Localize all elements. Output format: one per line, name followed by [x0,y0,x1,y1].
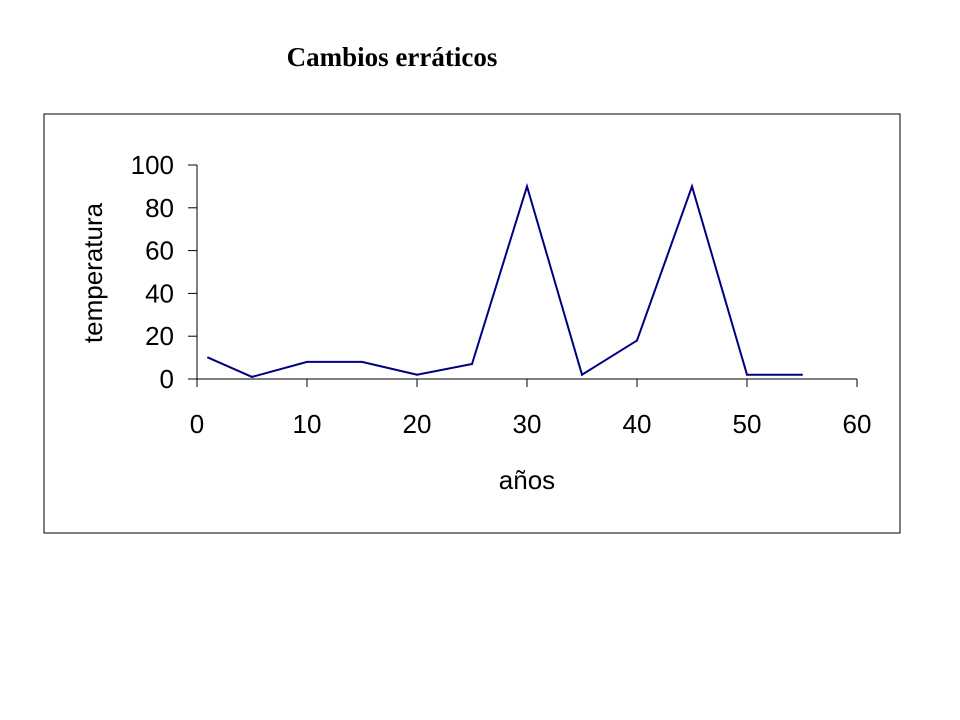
data-point [746,373,748,376]
x-tick-label: 60 [843,409,872,439]
x-tick-label: 0 [190,409,204,439]
data-point [691,185,693,188]
data-point [526,185,528,188]
data-point [207,356,209,359]
data-point [636,339,638,342]
x-tick-label: 50 [733,409,762,439]
x-tick-label: 40 [623,409,652,439]
y-axis-title: temperatura [78,202,108,343]
chart-frame [43,113,901,534]
y-tick-label: 20 [145,321,174,351]
y-axis: 0 20 40 60 80 100 [131,150,198,394]
x-axis: 0 10 20 30 40 50 60 [190,378,872,439]
x-axis-title: años [499,465,555,495]
y-tick-label: 100 [131,150,174,180]
data-point [471,363,473,366]
y-tick-label: 40 [145,278,174,308]
y-tick-label: 80 [145,193,174,223]
data-point [416,373,418,376]
series-line [207,182,802,378]
slide-title: Cambios erráticos [286,42,498,72]
y-tick-label: 0 [160,364,174,394]
plot-area [207,182,803,378]
y-tick-label: 60 [145,236,174,266]
x-tick-label: 20 [403,409,432,439]
data-point [361,360,363,363]
data-point [306,360,308,363]
x-tick-label: 10 [293,409,322,439]
x-tick-label: 30 [513,409,542,439]
data-point [801,373,803,376]
data-point [581,373,583,376]
data-point [251,375,253,378]
